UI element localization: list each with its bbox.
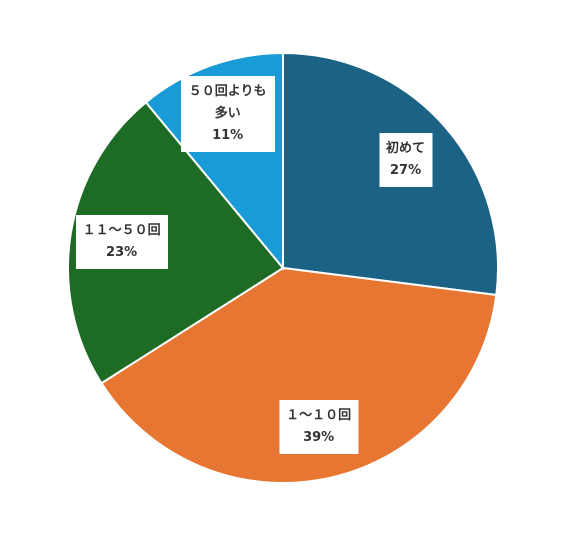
data-label: １１～５０回 23% — [75, 215, 168, 270]
pie-slice — [67, 100, 285, 385]
data-label: ５０回よりも多い 11% — [180, 76, 275, 153]
value-label: 11% — [212, 128, 244, 144]
category-label: １～１０回 — [286, 408, 352, 424]
value-label: 23% — [106, 245, 138, 261]
category-label: 初めて — [386, 140, 426, 156]
pie-slice — [100, 266, 498, 485]
data-label: １～１０回 39% — [279, 400, 359, 455]
value-label: 39% — [303, 430, 335, 446]
category-label: ５０回よりも多い — [188, 84, 267, 122]
category-label: １１～５０回 — [82, 223, 161, 239]
value-label: 27% — [389, 162, 422, 178]
data-label: 初めて 27% — [379, 132, 433, 187]
